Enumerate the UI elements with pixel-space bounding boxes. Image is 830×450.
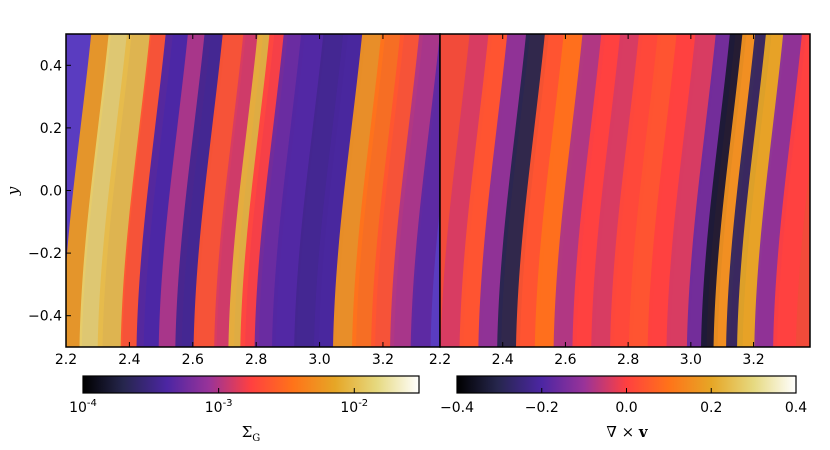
left-colorbar-tick-label: 10-4 — [69, 398, 97, 416]
left-colorbar-tick-label: 10-3 — [205, 398, 233, 416]
right-band — [610, 34, 662, 347]
right-band — [628, 34, 681, 347]
left-colorbar-label: ΣG — [242, 423, 261, 444]
right-band — [478, 34, 531, 347]
right-band — [440, 34, 493, 347]
right-colorbar-tick-label: −0.4 — [440, 400, 474, 416]
right-band — [591, 34, 643, 347]
curl-symbol: ∇ × — [606, 423, 639, 441]
sigma-subscript: G — [252, 433, 260, 444]
left-panel-field — [66, 34, 440, 347]
right-band — [666, 34, 719, 347]
right-x-tick-label: 2.6 — [554, 352, 576, 368]
y-axis-label: y — [4, 186, 22, 196]
y-tick-label: 0.0 — [40, 184, 62, 200]
left-x-tick-label: 2.2 — [55, 352, 77, 368]
right-band — [737, 34, 786, 347]
left-x-tick-label: 2.4 — [118, 352, 140, 368]
y-tick-label: −0.2 — [28, 246, 62, 262]
right-x-tick-label: 2.4 — [492, 352, 514, 368]
right-band — [497, 34, 549, 347]
left-band — [313, 34, 367, 347]
left-band — [136, 34, 189, 347]
left-band — [333, 34, 386, 347]
right-colorbar-tick-label: −0.2 — [525, 400, 559, 416]
left-x-tick-label: 3.2 — [372, 352, 394, 368]
right-x-ticks: 2.2 2.4 2.6 2.8 3.0 3.2 — [429, 34, 765, 368]
right-band — [534, 34, 587, 347]
left-band — [272, 34, 326, 347]
left-panel: 2.2 2.4 2.6 2.8 3.0 3.2 0.4 0.2 0.0 −0.2 −0.4 y — [4, 33, 810, 368]
left-x-ticks: 2.2 2.4 2.6 2.8 3.0 3.2 — [55, 34, 394, 368]
left-band — [390, 34, 440, 347]
right-x-tick-label: 2.8 — [617, 352, 639, 368]
left-band — [410, 34, 440, 347]
left-colorbar-ticks: 10-4 10-3 10-2 — [69, 388, 368, 416]
left-x-tick-label: 3.0 — [308, 352, 330, 368]
left-band — [66, 34, 112, 347]
left-band — [175, 34, 226, 347]
right-band — [773, 34, 810, 347]
right-x-tick-label: 3.2 — [742, 352, 764, 368]
left-y-ticks: 0.4 0.2 0.0 −0.2 −0.4 — [28, 58, 810, 325]
right-band — [754, 34, 806, 347]
right-band — [516, 34, 568, 347]
curl-bold-v: v — [638, 423, 649, 441]
right-panel: 2.2 2.4 2.6 2.8 3.0 3.2 — [429, 33, 811, 368]
right-colorbar-tick-label: 0.2 — [700, 400, 722, 416]
right-x-tick-label: 2.2 — [429, 352, 451, 368]
left-x-tick-label: 2.8 — [245, 352, 267, 368]
left-x-tick-label: 2.6 — [182, 352, 204, 368]
right-colorbar-label: ∇ × v — [606, 423, 649, 441]
sigma-symbol: Σ — [242, 423, 253, 441]
left-band — [97, 34, 152, 347]
y-tick-label: 0.2 — [40, 121, 62, 137]
y-tick-label: −0.4 — [28, 309, 62, 325]
right-band — [553, 34, 606, 347]
right-colorbar-ticks: −0.4 −0.2 0.0 0.2 0.4 — [440, 388, 807, 416]
right-panel-field — [440, 34, 810, 347]
right-colorbar: −0.4 −0.2 0.0 0.2 0.4 ∇ × v — [440, 375, 807, 441]
right-colorbar-tick-label: 0.4 — [785, 400, 807, 416]
y-tick-label: 0.4 — [40, 58, 62, 74]
left-colorbar: 10-4 10-3 10-2 ΣG — [69, 375, 420, 444]
left-band — [193, 34, 246, 347]
right-colorbar-tick-label: 0.0 — [615, 400, 637, 416]
left-band — [352, 34, 405, 347]
right-band — [459, 34, 512, 347]
left-colorbar-tick-label: 10-2 — [340, 398, 368, 416]
left-band — [371, 34, 424, 347]
right-panel-frame — [439, 33, 811, 348]
right-x-tick-label: 3.0 — [680, 352, 702, 368]
right-band — [647, 34, 700, 347]
left-colorbar-gradient — [82, 375, 420, 394]
right-band — [572, 34, 625, 347]
